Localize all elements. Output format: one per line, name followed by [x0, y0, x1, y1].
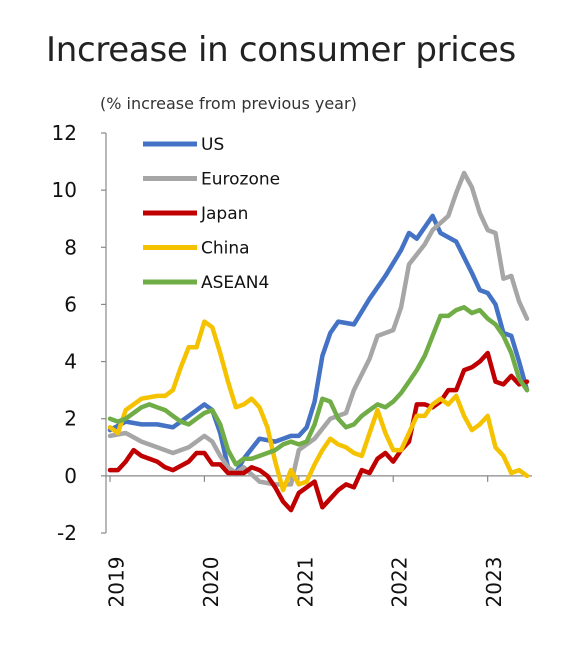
- legend-label-china: China: [201, 239, 250, 259]
- y-tick-label: 0: [64, 464, 77, 488]
- x-tick-label: 2021: [293, 557, 317, 608]
- x-tick-label: 2020: [199, 557, 223, 608]
- x-tick-label: 2019: [105, 557, 129, 608]
- y-tick-label: 6: [64, 292, 77, 316]
- series-line-china: [107, 319, 530, 493]
- chart-title: Increase in consumer prices: [46, 30, 516, 70]
- legend: US Eurozone Japan China ASEAN4: [143, 135, 280, 293]
- x-tick-label: 2022: [388, 557, 412, 608]
- legend-label-eurozone: Eurozone: [201, 170, 280, 190]
- y-tick-label: 12: [52, 121, 77, 145]
- legend-label-asean4: ASEAN4: [201, 273, 269, 293]
- series-line-japan: [107, 350, 530, 513]
- y-tick-label: 2: [64, 407, 77, 431]
- y-tick-label: 8: [64, 235, 77, 259]
- y-tick-label: 10: [52, 178, 77, 202]
- chart-subtitle: (% increase from previous year): [100, 94, 357, 113]
- series-line-us: [107, 213, 530, 476]
- legend-label-japan: Japan: [200, 204, 248, 224]
- legend-label-us: US: [201, 135, 224, 155]
- y-tick-label: -2: [57, 521, 77, 545]
- x-tick-label: 2023: [482, 557, 506, 608]
- series-line-eurozone: [107, 170, 530, 487]
- y-tick-label: 4: [64, 350, 77, 374]
- series-line-asean4: [107, 305, 530, 467]
